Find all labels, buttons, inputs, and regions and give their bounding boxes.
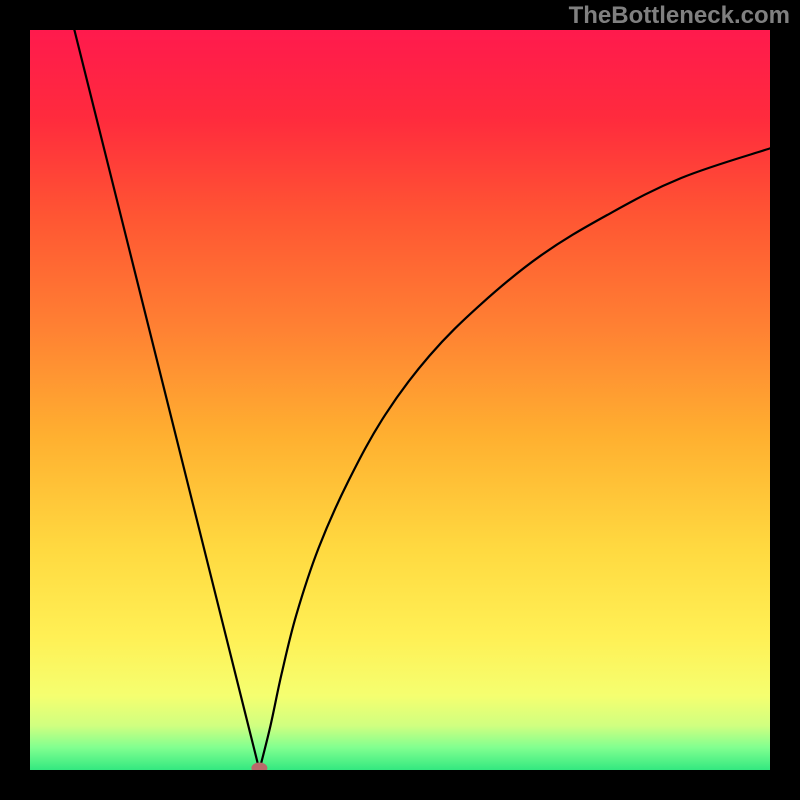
optimal-point-marker <box>251 763 267 774</box>
bottleneck-chart <box>0 0 800 800</box>
plot-background <box>30 30 770 770</box>
chart-container: TheBottleneck.com <box>0 0 800 800</box>
watermark-text: TheBottleneck.com <box>569 2 790 30</box>
